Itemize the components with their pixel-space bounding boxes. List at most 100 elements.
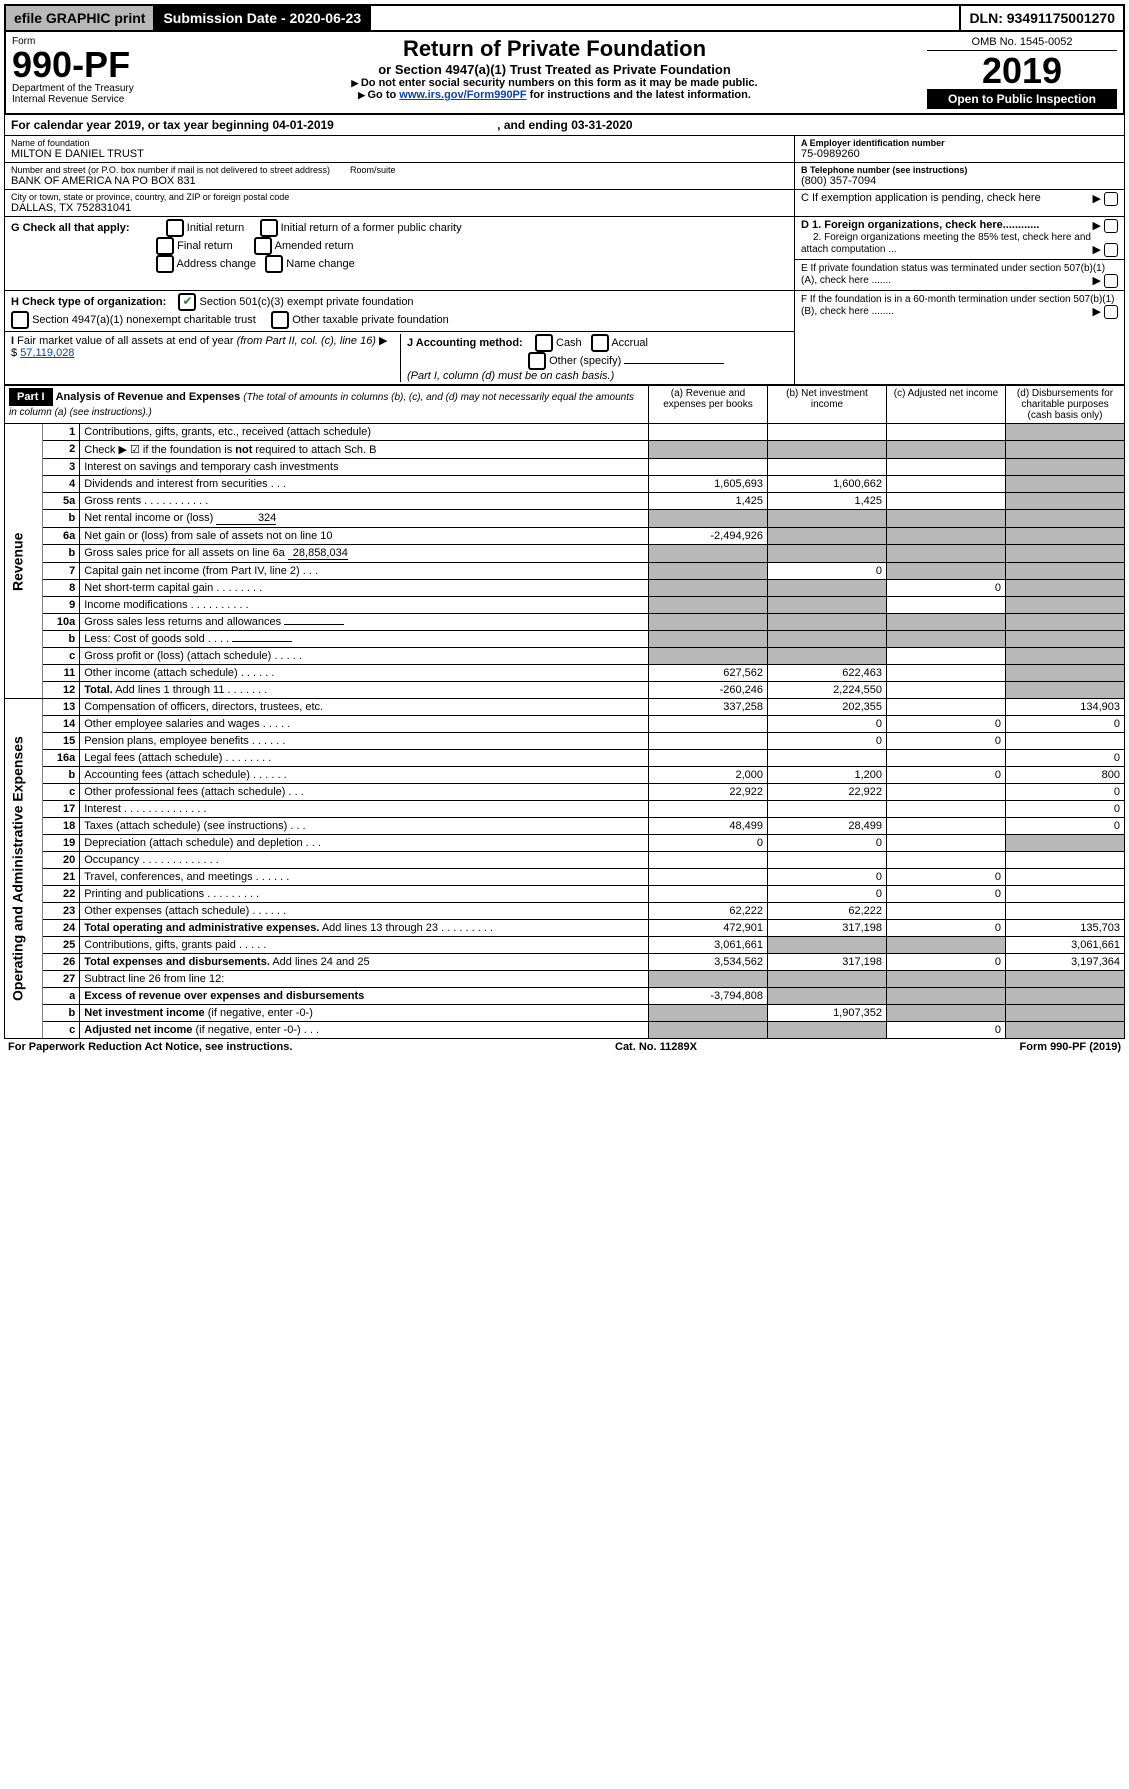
g-initial-return-checkbox[interactable] [166,219,184,237]
dln-label: DLN: 93491175001270 [959,6,1123,30]
part1-label: Part I [9,388,53,406]
col-b-header: (b) Net investment income [768,386,887,424]
line-number: b [43,1005,80,1022]
line-number: 4 [43,476,80,493]
d1-label: D 1. Foreign organizations, check here..… [801,219,1039,231]
d2-checkbox[interactable] [1104,243,1118,257]
line-number: 27 [43,971,80,988]
c-pending-checkbox[interactable] [1104,192,1118,206]
table-row: 26Total expenses and disbursements. Add … [5,954,1125,971]
omb-number: OMB No. 1545-0052 [927,36,1117,51]
line-number: 12 [43,682,80,699]
line-description: Dividends and interest from securities .… [80,476,649,493]
e-label: E If private foundation status was termi… [801,263,1105,286]
g-label: G Check all that apply: [11,222,130,234]
line-description: Total operating and administrative expen… [80,920,649,937]
line-description: Total. Add lines 1 through 11 . . . . . … [80,682,649,699]
table-row: 4Dividends and interest from securities … [5,476,1125,493]
table-row: 18Taxes (attach schedule) (see instructi… [5,818,1125,835]
g-final-return-checkbox[interactable] [156,237,174,255]
g-address-change-checkbox[interactable] [156,255,174,273]
line-number: 23 [43,903,80,920]
table-row: 5aGross rents . . . . . . . . . . .1,425… [5,493,1125,510]
line-description: Other employee salaries and wages . . . … [80,716,649,733]
tax-year: 2019 [927,53,1117,89]
table-row: bLess: Cost of goods sold . . . . [5,631,1125,648]
line-number: 13 [43,699,80,716]
h-501c3-checkbox[interactable]: ✔ [178,293,196,311]
line-number: 24 [43,920,80,937]
j-cash-checkbox[interactable] [535,334,553,352]
line-number: c [43,1022,80,1039]
col-c-header: (c) Adjusted net income [887,386,1006,424]
line-description: Excess of revenue over expenses and disb… [80,988,649,1005]
d1-checkbox[interactable] [1104,219,1118,233]
j-other-checkbox[interactable] [528,352,546,370]
g-amended-return-checkbox[interactable] [254,237,272,255]
line-number: b [43,767,80,784]
line-number: 5a [43,493,80,510]
line-description: Other professional fees (attach schedule… [80,784,649,801]
ein-label: A Employer identification number [801,138,945,148]
c-pending-label: C If exemption application is pending, c… [801,192,1041,204]
line-description: Net short-term capital gain . . . . . . … [80,580,649,597]
line-number: 18 [43,818,80,835]
e-checkbox[interactable] [1104,274,1118,288]
table-row: bGross sales price for all assets on lin… [5,545,1125,563]
line-description: Gross profit or (loss) (attach schedule)… [80,648,649,665]
table-row: 24Total operating and administrative exp… [5,920,1125,937]
form-number: 990-PF [12,47,182,83]
calendar-year-line: For calendar year 2019, or tax year begi… [4,115,1125,136]
line-number: 9 [43,597,80,614]
line-number: 15 [43,733,80,750]
line-number: 25 [43,937,80,954]
line-number: c [43,648,80,665]
open-to-public: Open to Public Inspection [927,89,1117,109]
line-description: Gross rents . . . . . . . . . . . [80,493,649,510]
h-4947-checkbox[interactable] [11,311,29,329]
efile-label: efile GRAPHIC print [6,6,155,30]
f-checkbox[interactable] [1104,305,1118,319]
table-row: 25Contributions, gifts, grants paid . . … [5,937,1125,954]
h-label: H Check type of organization: [11,296,166,308]
line-number: 7 [43,563,80,580]
g-name-change-checkbox[interactable] [265,255,283,273]
city-label: City or town, state or province, country… [11,192,788,202]
line-description: Accounting fees (attach schedule) . . . … [80,767,649,784]
line-description: Contributions, gifts, grants paid . . . … [80,937,649,954]
line-description: Legal fees (attach schedule) . . . . . .… [80,750,649,767]
form990pf-link[interactable]: www.irs.gov/Form990PF [399,89,526,101]
h-other-taxable-checkbox[interactable] [271,311,289,329]
line-number: 11 [43,665,80,682]
footer-right: Form 990-PF (2019) [1020,1041,1122,1053]
j-accrual-checkbox[interactable] [591,334,609,352]
line-description: Capital gain net income (from Part IV, l… [80,563,649,580]
line-description: Other expenses (attach schedule) . . . .… [80,903,649,920]
table-row: 11Other income (attach schedule) . . . .… [5,665,1125,682]
line-number: 20 [43,852,80,869]
side-label: Operating and Administrative Expenses [5,699,43,1039]
line-description: Net rental income or (loss) 324 [80,510,649,528]
room-label: Room/suite [350,165,396,175]
j-label: J Accounting method: [407,337,523,349]
line-description: Adjusted net income (if negative, enter … [80,1022,649,1039]
g-initial-former-checkbox[interactable] [260,219,278,237]
entity-info: Name of foundation MILTON E DANIEL TRUST… [4,136,1125,385]
line-number: 14 [43,716,80,733]
foundation-name: MILTON E DANIEL TRUST [11,148,788,160]
line-number: 16a [43,750,80,767]
i-fmv-value[interactable]: 57,119,028 [20,347,74,359]
line-description: Other income (attach schedule) . . . . .… [80,665,649,682]
line-description: Gross sales price for all assets on line… [80,545,649,563]
line-number: 19 [43,835,80,852]
line-description: Contributions, gifts, grants, etc., rece… [80,424,649,441]
line-description: Subtract line 26 from line 12: [80,971,649,988]
line-description: Interest . . . . . . . . . . . . . . [80,801,649,818]
line-number: 10a [43,614,80,631]
line-description: Depreciation (attach schedule) and deple… [80,835,649,852]
foundation-name-label: Name of foundation [11,138,788,148]
table-row: 21Travel, conferences, and meetings . . … [5,869,1125,886]
table-row: cAdjusted net income (if negative, enter… [5,1022,1125,1039]
form-subtitle: or Section 4947(a)(1) Trust Treated as P… [194,62,915,77]
table-row: 10aGross sales less returns and allowanc… [5,614,1125,631]
